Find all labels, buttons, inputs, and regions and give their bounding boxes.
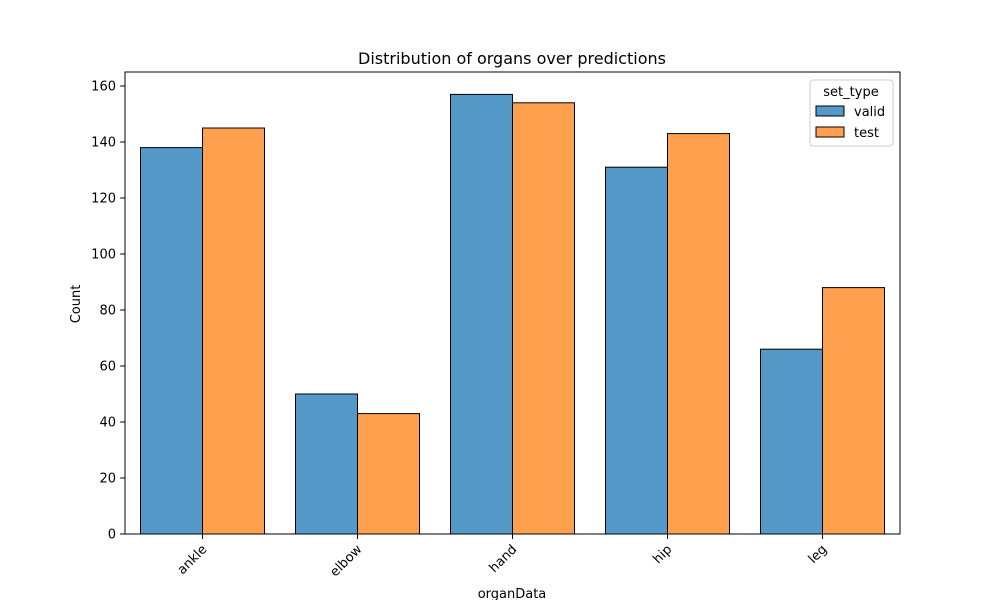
bar-valid-ankle xyxy=(140,147,203,535)
y-axis-label: Count xyxy=(69,285,84,324)
x-tick-label: hip xyxy=(651,542,676,567)
legend: set_type valid test xyxy=(809,79,894,147)
bar-valid-hand xyxy=(450,93,513,535)
chart-title: Distribution of organs over predictions xyxy=(358,49,666,68)
legend-label-valid: valid xyxy=(854,105,885,120)
bar-valid-elbow xyxy=(295,393,358,535)
legend-swatch-valid xyxy=(815,105,845,117)
bars-layer xyxy=(140,93,885,535)
legend-items: valid test xyxy=(815,105,885,141)
y-tick-label: 20 xyxy=(99,472,116,487)
x-axis-label: organData xyxy=(478,587,547,600)
x-tick-label: ankle xyxy=(175,542,211,578)
bar-test-hip xyxy=(667,133,730,535)
y-tick-label: 100 xyxy=(91,248,116,263)
y-axis: 0 20 40 60 80 100 120 140 160 xyxy=(91,80,125,543)
legend-label-test: test xyxy=(854,126,879,141)
bar-test-ankle xyxy=(202,127,265,535)
bar-test-leg xyxy=(822,287,885,535)
x-tick-label: hand xyxy=(487,542,521,576)
y-tick-label: 120 xyxy=(91,192,116,207)
legend-swatch-test xyxy=(815,126,845,138)
x-tick-label: leg xyxy=(806,542,831,567)
bar-valid-leg xyxy=(760,348,823,535)
y-tick-label: 40 xyxy=(99,416,116,431)
y-tick-label: 0 xyxy=(108,528,116,543)
legend-title: set_type xyxy=(823,85,878,100)
y-tick-label: 160 xyxy=(91,80,116,95)
plot-frame xyxy=(124,71,901,535)
y-tick-label: 80 xyxy=(99,304,116,319)
y-tick-label: 140 xyxy=(91,136,116,151)
bar-valid-hip xyxy=(605,166,668,535)
bar-test-hand xyxy=(512,102,575,535)
x-axis: ankle elbow hand hip leg xyxy=(175,534,831,580)
x-tick-label: elbow xyxy=(328,542,366,580)
bar-test-elbow xyxy=(357,413,420,535)
y-tick-label: 60 xyxy=(99,360,116,375)
